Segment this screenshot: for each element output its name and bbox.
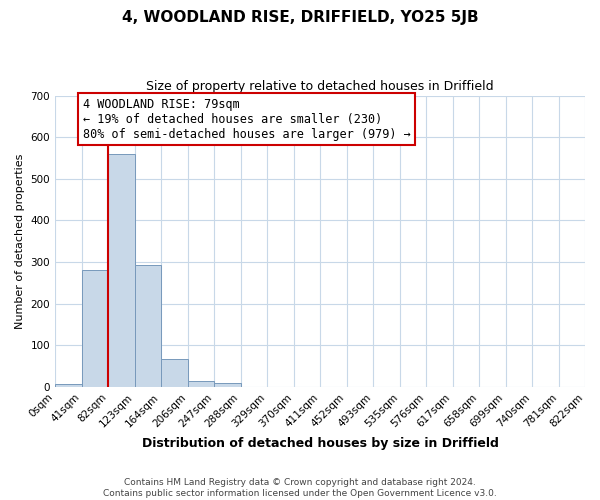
Text: 4, WOODLAND RISE, DRIFFIELD, YO25 5JB: 4, WOODLAND RISE, DRIFFIELD, YO25 5JB: [122, 10, 478, 25]
Title: Size of property relative to detached houses in Driffield: Size of property relative to detached ho…: [146, 80, 494, 93]
X-axis label: Distribution of detached houses by size in Driffield: Distribution of detached houses by size …: [142, 437, 499, 450]
Bar: [161, 358, 188, 387]
Bar: [82, 270, 108, 387]
Text: Contains HM Land Registry data © Crown copyright and database right 2024.
Contai: Contains HM Land Registry data © Crown c…: [103, 478, 497, 498]
Bar: [134, 265, 161, 387]
Bar: [55, 384, 82, 387]
Bar: [214, 383, 241, 387]
Bar: [108, 154, 134, 387]
Bar: [188, 381, 214, 387]
Y-axis label: Number of detached properties: Number of detached properties: [15, 154, 25, 329]
Text: 4 WOODLAND RISE: 79sqm
← 19% of detached houses are smaller (230)
80% of semi-de: 4 WOODLAND RISE: 79sqm ← 19% of detached…: [83, 98, 410, 140]
